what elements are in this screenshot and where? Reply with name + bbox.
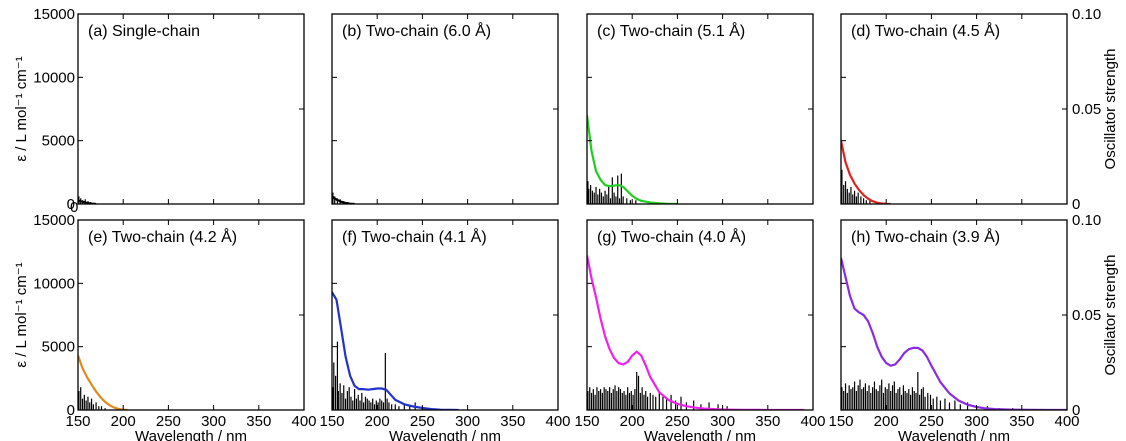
- panel-g-title: (g) Two-chain (4.0 Å): [597, 227, 746, 246]
- panel-d-ytick-right-label: 0: [1072, 196, 1080, 213]
- panel-a-ytick-left-label: 15000: [33, 6, 75, 23]
- panel-b-title: (b) Two-chain (6.0 Å): [342, 21, 491, 40]
- panel-f-xtick-label: 400: [545, 413, 570, 430]
- panel-g-xtick-label: 400: [800, 413, 825, 430]
- panel-e-title: (e) Two-chain (4.2 Å): [88, 227, 237, 246]
- panel-f-xtick-label: 350: [500, 413, 525, 430]
- panel-c-sticks: [587, 173, 637, 204]
- panel-g-xtick-label: 350: [755, 413, 780, 430]
- panel-a-extra-zero-label: 0: [70, 199, 78, 216]
- panel-a: 0 5000 10000 15000 ε / L mol⁻¹ cm⁻¹ (a) Singl…: [13, 6, 305, 213]
- panel-g-xtick-label: 200: [620, 413, 645, 430]
- panel-h-xtick-label: 400: [1054, 413, 1079, 430]
- panel-h-ytick-right-label: 0: [1072, 402, 1080, 419]
- panel-f: 150 200 250 300 350 400 Wavelength / nm (f) Two…: [319, 219, 571, 441]
- panel-a-ytick-left-label: 5000: [42, 133, 75, 150]
- panel-b-frame: [331, 13, 559, 205]
- panel-h: 150 200 250 300 350 400 Wavelength / nm 0 0.05 0.…: [828, 212, 1119, 441]
- panel-b-spectrum-line: [332, 195, 355, 204]
- panel-e-ytick-left-label: 10000: [33, 275, 75, 292]
- panel-f-xtick-label: 150: [319, 413, 344, 430]
- panel-g-xtick-label: 150: [574, 413, 599, 430]
- panel-e-xtick-label: 350: [246, 413, 271, 430]
- panel-g-xtick-label: 250: [665, 413, 690, 430]
- panel-g-spectrum-line: [587, 255, 804, 410]
- panel-h-xtick-label: 150: [828, 413, 853, 430]
- panel-e-xtick-label: 300: [201, 413, 226, 430]
- panel-e-ylabel-left: ε / L mol⁻¹ cm⁻¹: [13, 262, 30, 367]
- panel-a-ylabel-left: ε / L mol⁻¹ cm⁻¹: [13, 56, 30, 161]
- panel-e-xlabel: Wavelength / nm: [135, 428, 247, 441]
- panel-g-frame: [586, 219, 814, 411]
- panel-e-xtick-label: 400: [291, 413, 316, 430]
- panel-a-title: (a) Single-chain: [88, 23, 200, 40]
- panel-f-title: (f) Two-chain (4.1 Å): [342, 227, 487, 246]
- panel-d-ylabel-right: Oscillator strength: [1102, 49, 1119, 170]
- panel-e-xtick-label: 200: [111, 413, 136, 430]
- panel-d-title: (d) Two-chain (4.5 Å): [851, 21, 1000, 40]
- panel-h-xtick-label: 350: [1009, 413, 1034, 430]
- panel-a-ytick-left-label: 0: [67, 196, 75, 213]
- panel-h-ylabel-right: Oscillator strength: [1102, 255, 1119, 376]
- panel-f-xtick-label: 250: [410, 413, 435, 430]
- panel-h-spectrum-line: [841, 257, 1067, 410]
- panel-e-ytick-left-label: 15000: [33, 212, 75, 229]
- panel-e-spectrum-line: [78, 355, 128, 410]
- panel-h-ytick-right-label: 0.10: [1072, 212, 1101, 229]
- panel-g-sticks: [587, 372, 728, 410]
- panel-c-title: (c) Two-chain (5.1 Å): [597, 21, 745, 40]
- panel-b: (b) Two-chain (6.0 Å): [331, 13, 559, 205]
- panel-h-xtick-label: 200: [874, 413, 899, 430]
- panel-a-frame: [77, 13, 305, 205]
- panel-c-spectrum-line: [587, 115, 678, 204]
- panel-e-xtick-label: 250: [156, 413, 181, 430]
- panel-e-xtick-label: 150: [65, 413, 90, 430]
- panel-h-xlabel: Wavelength / nm: [898, 428, 1010, 441]
- panel-d-ytick-right-label: 0.10: [1072, 6, 1101, 23]
- panel-h-xtick-label: 250: [919, 413, 944, 430]
- panel-d: 0 0.05 0.10 Oscillator strength (d) Two-chai…: [840, 6, 1119, 213]
- panel-e-frame: [77, 219, 305, 411]
- panel-e-ytick-left-label: 0: [67, 402, 75, 419]
- panel-f-xlabel: Wavelength / nm: [389, 428, 501, 441]
- panel-g-xtick-label: 300: [710, 413, 735, 430]
- panel-h-ytick-right-label: 0.05: [1072, 307, 1101, 324]
- panel-a-ytick-left-label: 10000: [33, 69, 75, 86]
- panel-g-xlabel: Wavelength / nm: [644, 428, 756, 441]
- panel-h-xtick-label: 300: [964, 413, 989, 430]
- panel-d-frame: [840, 13, 1068, 205]
- panel-f-xtick-label: 200: [365, 413, 390, 430]
- panel-g: 150 200 250 300 350 400 Wavelength / nm (g) Two…: [574, 219, 826, 441]
- panel-f-spectrum-line: [332, 291, 459, 410]
- panel-e: 150 200 250 300 350 400 Wavelength / nm 0 5000 10…: [13, 212, 317, 441]
- panel-e-ytick-left-label: 5000: [42, 339, 75, 356]
- panel-f-xtick-label: 300: [455, 413, 480, 430]
- panel-c: (c) Two-chain (5.1 Å): [586, 13, 814, 205]
- panel-f-sticks: [332, 341, 423, 410]
- panel-d-ytick-right-label: 0.05: [1072, 101, 1101, 118]
- panel-h-sticks: [841, 372, 1014, 410]
- panel-d-spectrum-line: [841, 140, 891, 204]
- panel-f-frame: [331, 219, 559, 411]
- panel-h-title: (h) Two-chain (3.9 Å): [851, 227, 1000, 246]
